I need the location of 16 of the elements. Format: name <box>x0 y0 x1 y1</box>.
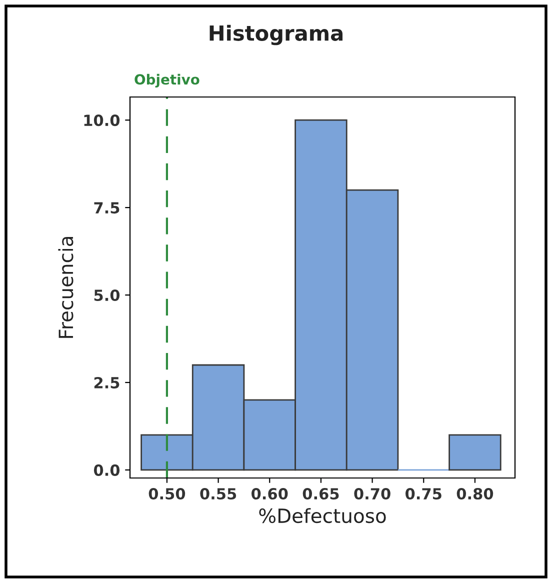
y-tick-label: 5.0 <box>94 289 120 302</box>
x-tick-label: 0.55 <box>200 488 236 500</box>
ref-line-label: Objetivo <box>134 74 200 88</box>
y-axis-title: Frecuencia <box>58 236 74 338</box>
x-tick-label: 0.75 <box>406 488 442 500</box>
x-axis-title: %Defectuoso <box>259 508 386 524</box>
x-tick-label: 0.80 <box>456 488 494 500</box>
y-tick-label: 2.5 <box>94 376 120 389</box>
y-tick-label: 7.5 <box>94 202 120 214</box>
chart-title: Histograma <box>210 24 342 46</box>
x-tick-label: 0.60 <box>252 488 288 500</box>
y-tick-label: 0.0 <box>94 464 120 476</box>
x-tick-label: 0.70 <box>354 488 390 500</box>
x-tick-label: 0.50 <box>148 488 186 500</box>
x-tick-label: 0.65 <box>302 488 339 500</box>
y-tick-label: 10.0 <box>84 114 120 126</box>
